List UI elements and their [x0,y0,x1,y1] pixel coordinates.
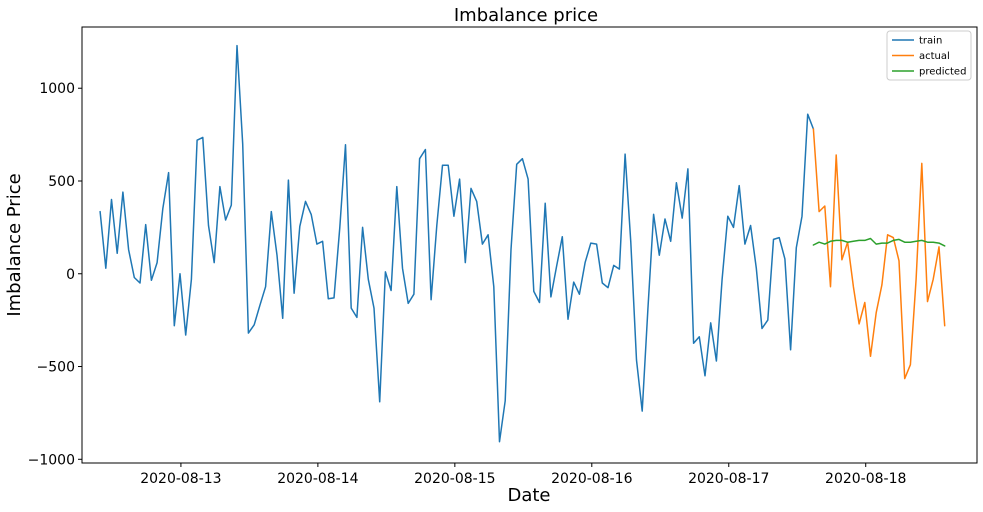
series-line-actual [812,128,946,380]
series-line-train [99,44,815,443]
legend-box [886,30,972,81]
x-tick-label: 2020-08-17 [688,471,769,487]
y-axis-label: Imbalance Price [4,173,25,316]
x-tick-label: 2020-08-13 [140,471,221,487]
y-tick-label: 1000 [39,81,75,97]
y-tick-label: −500 [37,360,75,376]
x-tick-label: 2020-08-15 [414,471,495,487]
legend-label-train: train [919,36,942,47]
x-tick-label: 2020-08-16 [551,471,632,487]
x-tick-label: 2020-08-14 [277,471,358,487]
x-tick-label: 2020-08-18 [825,471,906,487]
y-tick-label: −1000 [28,452,75,468]
series-group [99,44,946,443]
legend-label-predicted: predicted [919,67,966,78]
x-axis-ticks: 2020-08-13 2020-08-14 2020-08-15 2020-08-16… [140,463,906,487]
x-axis-label: Date [507,485,550,506]
y-axis-ticks: 1000 500 0 −500 −1000 [28,81,82,468]
y-tick-label: 0 [66,267,75,283]
legend: train actual predicted [886,30,972,81]
y-tick-label: 500 [48,174,75,190]
series-line-predicted [812,237,946,247]
chart-title: Imbalance price [454,5,598,26]
legend-label-actual: actual [919,51,950,62]
